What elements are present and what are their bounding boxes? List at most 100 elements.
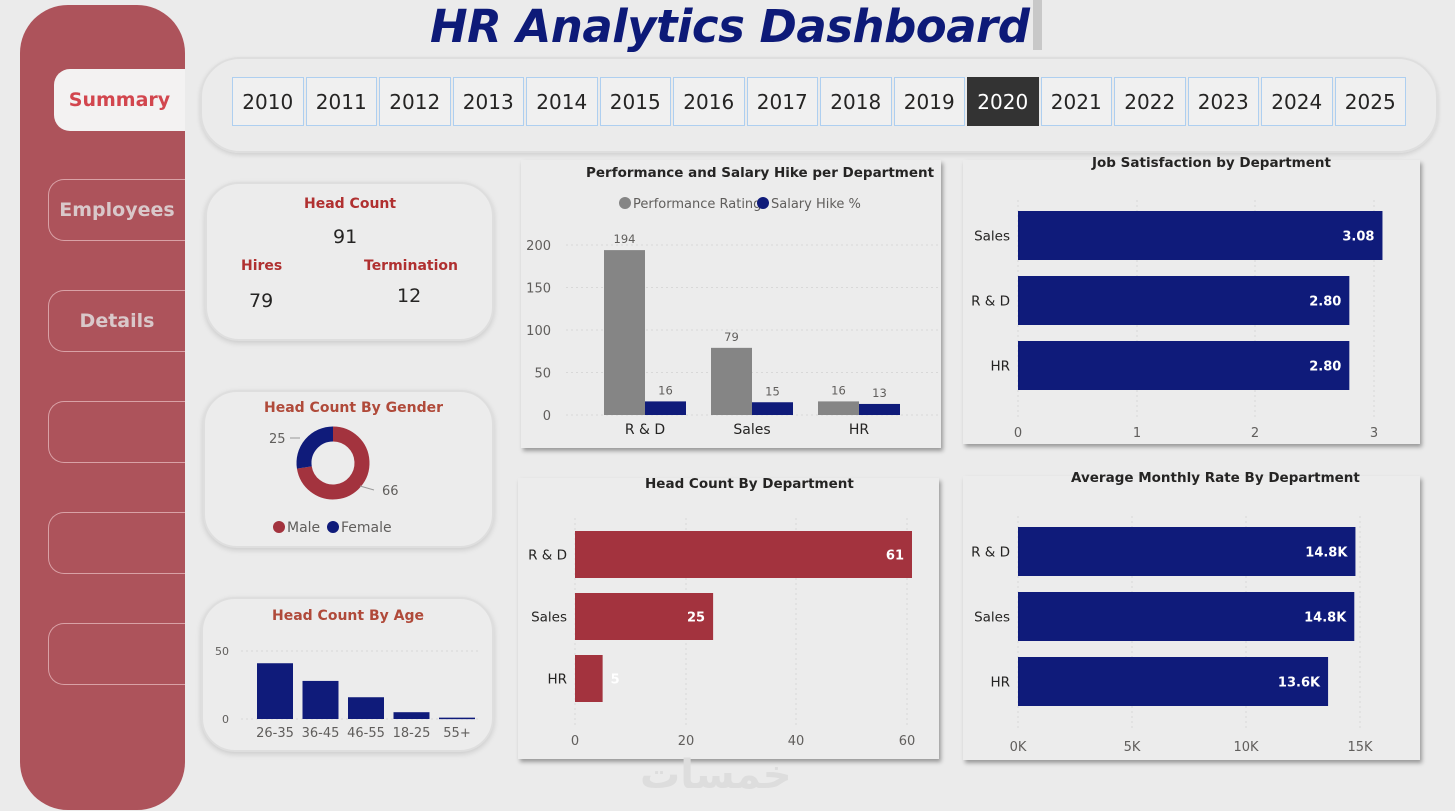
hcdept-svg-bar-0 [575, 531, 912, 578]
perf-bar-0-0 [604, 250, 645, 415]
jobsat-svg-datalabel-2: 2.80 [1309, 360, 1341, 375]
jobsat-svg-bar-1 [1018, 276, 1350, 325]
year-2021-button[interactable]: 2021 [1040, 77, 1112, 126]
perf-legend-marker-0 [619, 197, 631, 209]
nav-employees-button[interactable]: Employees [48, 179, 185, 241]
year-2019-button[interactable]: 2019 [893, 77, 965, 126]
rate-svg-datalabel-2: 13.6K [1278, 676, 1321, 691]
jobsat-svg-ylabel-1: R & D [971, 294, 1010, 310]
age-bar-chart: 0 50 26-35 36-45 46-55 18-25 55+ [215, 645, 481, 741]
hcdept-svg-datalabel-2: 5 [611, 673, 620, 688]
year-2014-button[interactable]: 2014 [526, 77, 598, 126]
age-bar-55+ [439, 717, 475, 720]
nav-summary-button[interactable]: Summary [54, 69, 185, 131]
head-count-label: Head Count [304, 196, 397, 212]
jobsat-bar-chart: 0 1 2 3 Sales 3.08 R & D 2.80 HR 2.80 [971, 200, 1383, 441]
female-value-label: 25 [269, 432, 286, 447]
nav-empty-button-1[interactable] [48, 401, 185, 463]
rate-svg-bar-1 [1018, 592, 1355, 641]
hcdept-svg-ylabel-0: R & D [528, 548, 567, 564]
age-bar-26-35 [257, 663, 293, 719]
hires-value: 79 [249, 290, 274, 312]
perf-datalabel-1-1: 15 [765, 384, 780, 398]
rate-svg-bar-0 [1018, 527, 1356, 576]
nav-empty-button-2[interactable] [48, 512, 185, 574]
jobsat-svg-ylabel-2: HR [990, 359, 1010, 375]
perf-datalabel-2-1: 13 [872, 386, 887, 400]
hcdept-svg-xtick-2: 40 [788, 734, 805, 749]
age-bar-18-25 [393, 712, 430, 719]
year-2017-button[interactable]: 2017 [746, 77, 818, 126]
kpi-card [205, 182, 494, 341]
jobsat-svg-xtick-1: 1 [1133, 426, 1141, 441]
age-xlabel-46-55: 46-55 [347, 726, 385, 741]
year-2020-button[interactable]: 2020 [967, 77, 1039, 126]
perf-ytick-150: 150 [526, 282, 551, 297]
perf-datalabel-0-1: 16 [658, 383, 673, 397]
rate-svg-ylabel-2: HR [990, 675, 1010, 691]
year-2011-button[interactable]: 2011 [305, 77, 377, 126]
gender-donut-chart: 66 25 Male Female [269, 426, 399, 536]
perf-ytick-0: 0 [543, 409, 551, 424]
donut-slice-female [296, 426, 334, 469]
age-card [201, 597, 494, 752]
age-xlabel-55+: 55+ [443, 726, 470, 741]
hires-label: Hires [241, 258, 283, 274]
rate-bar-chart: 0K 5K 10K 15K R & D 14.8K Sales 14.8K HR 13.6K [971, 516, 1373, 755]
year-2024-button[interactable]: 2024 [1261, 77, 1333, 126]
perf-ytick-50: 50 [534, 367, 551, 382]
rate-chart-title: Average Monthly Rate By Department [1071, 470, 1360, 486]
year-slicer-panel [200, 57, 1438, 153]
gender-chart-title: Head Count By Gender [264, 400, 443, 416]
year-2013-button[interactable]: 2013 [452, 77, 524, 126]
jobsat-chart-title: Job Satisfaction by Department [1092, 155, 1331, 171]
perf-bar-0-1 [645, 401, 686, 415]
perf-legend-marker-1 [757, 197, 769, 209]
year-2012-button[interactable]: 2012 [379, 77, 451, 126]
age-ytick-50: 50 [215, 645, 229, 658]
hcdept-svg-bar-1 [575, 593, 714, 640]
hcdept-svg-datalabel-1: 25 [687, 611, 705, 626]
legend-female-marker [327, 521, 339, 533]
age-xlabel-36-45: 36-45 [302, 726, 340, 741]
perf-bar-2-0 [818, 401, 859, 415]
jobsat-svg-datalabel-0: 3.08 [1342, 230, 1374, 245]
perf-xlabel-1: Sales [733, 422, 770, 438]
year-2010-button[interactable]: 2010 [232, 77, 304, 126]
year-2016-button[interactable]: 2016 [673, 77, 745, 126]
gender-card [203, 390, 494, 548]
hcdept-chart-title: Head Count By Department [645, 476, 854, 492]
perf-ytick-200: 200 [526, 239, 551, 254]
age-xlabel-26-35: 26-35 [256, 726, 294, 741]
termination-value: 12 [397, 285, 422, 307]
jobsat-svg-bar-0 [1018, 211, 1383, 260]
rate-svg-ylabel-1: Sales [974, 610, 1010, 626]
perf-bar-1-0 [711, 347, 752, 415]
perf-xlabel-0: R & D [625, 422, 665, 438]
hcdept-svg-xtick-1: 20 [678, 734, 695, 749]
year-2025-button[interactable]: 2025 [1334, 77, 1406, 126]
rate-svg-xtick-0: 0K [1010, 740, 1027, 755]
nav-details-button[interactable]: Details [48, 290, 185, 352]
legend-male-label: Male [287, 520, 320, 536]
year-2018-button[interactable]: 2018 [820, 77, 892, 126]
year-2022-button[interactable]: 2022 [1114, 77, 1186, 126]
age-xlabel-18-25: 18-25 [393, 726, 431, 741]
legend-male-marker [273, 521, 285, 533]
year-slicer: 2010 2011 2012 2013 2014 2015 2016 2017 … [232, 77, 1406, 126]
hcdept-svg-datalabel-0: 61 [886, 549, 904, 564]
year-2015-button[interactable]: 2015 [599, 77, 671, 126]
perf-bar-1-1 [752, 402, 793, 415]
watermark: خمسات [640, 752, 792, 798]
hcdept-svg-xtick-3: 60 [899, 734, 916, 749]
hcdept-svg-ylabel-2: HR [547, 672, 567, 688]
jobsat-svg-bar-2 [1018, 341, 1350, 390]
perf-chart-title: Performance and Salary Hike per Departme… [586, 165, 935, 181]
perf-legend-label-1: Salary Hike % [771, 197, 861, 212]
head-count-value: 91 [333, 226, 358, 248]
hcdept-svg-xtick-0: 0 [571, 734, 579, 749]
nav-empty-button-3[interactable] [48, 623, 185, 685]
rate-svg-bar-2 [1018, 657, 1329, 706]
year-2023-button[interactable]: 2023 [1187, 77, 1259, 126]
hcdept-svg-ylabel-1: Sales [531, 610, 567, 626]
